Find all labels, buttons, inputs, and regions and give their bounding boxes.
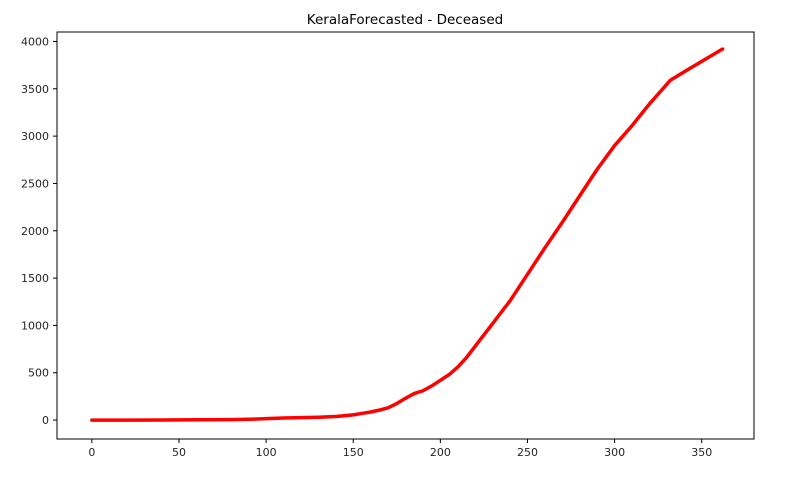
plot-area	[90, 47, 725, 422]
x-tick-label: 0	[88, 446, 95, 459]
x-tick-label: 250	[517, 446, 538, 459]
y-tick-label: 2000	[21, 225, 49, 238]
y-tick-label: 2500	[21, 177, 49, 190]
y-tick-label: 3000	[21, 130, 49, 143]
axes-frame	[56, 31, 755, 440]
x-tick-label: 350	[691, 446, 712, 459]
y-tick-label: 1500	[21, 272, 49, 285]
y-axis: 0 500 1000 1500 2000 2500 3000 3500 4000	[21, 35, 57, 427]
y-tick-label: 4000	[21, 35, 49, 48]
x-tick-label: 150	[343, 446, 364, 459]
x-tick-label: 100	[256, 446, 277, 459]
y-tick-label: 1000	[21, 319, 49, 332]
x-tick-label: 300	[604, 446, 625, 459]
y-tick-label: 0	[42, 414, 49, 427]
x-axis: 0 50 100 150 200 250 300 350	[88, 439, 712, 459]
x-tick-label: 50	[172, 446, 186, 459]
x-tick-label: 200	[430, 446, 451, 459]
chart-title: KeralaForecasted - Deceased	[307, 12, 503, 28]
y-tick-label: 500	[28, 367, 49, 380]
y-tick-label: 3500	[21, 83, 49, 96]
series-line	[90, 47, 725, 422]
